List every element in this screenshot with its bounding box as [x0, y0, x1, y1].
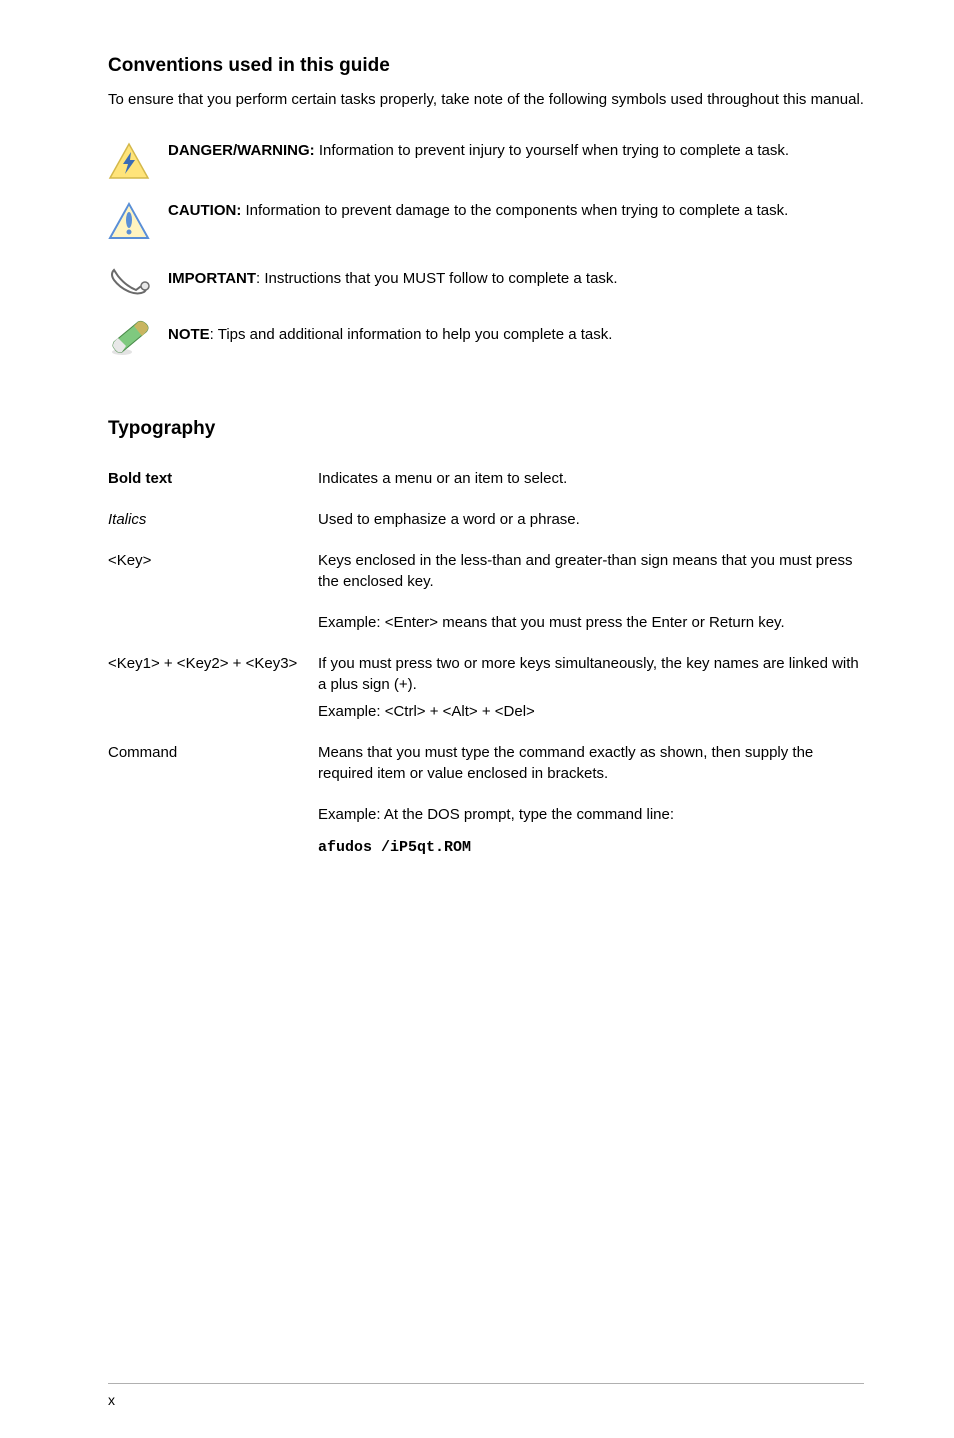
typo-multikey-spacer: [108, 701, 318, 722]
note-icon: [108, 316, 168, 358]
typo-bold-left: Bold text: [108, 468, 318, 489]
page-number: x: [108, 1392, 864, 1408]
conventions-heading: Conventions used in this guide: [108, 55, 864, 77]
typo-command-right3: afudos /iP5qt.ROM: [318, 837, 864, 858]
important-body: : Instructions that you MUST follow to c…: [256, 270, 618, 287]
typo-row-command: Command Means that you must type the com…: [108, 742, 864, 784]
typo-row-command-ex1: Example: At the DOS prompt, type the com…: [108, 804, 864, 825]
typo-italic-right: Used to emphasize a word or a phrase.: [318, 509, 864, 530]
typo-multikey-right1: If you must press two or more keys simul…: [318, 653, 864, 695]
typo-command-spacer2: [108, 837, 318, 858]
typo-row-multikey-ex: Example: <Ctrl> + <Alt> + <Del>: [108, 701, 864, 722]
typo-key-right2: Example: <Enter> means that you must pre…: [318, 612, 864, 633]
typo-multikey-right2: Example: <Ctrl> + <Alt> + <Del>: [318, 701, 864, 722]
note-label: NOTE: [168, 326, 210, 343]
notice-important: IMPORTANT: Instructions that you MUST fo…: [108, 260, 864, 298]
typo-command-left: Command: [108, 742, 318, 784]
typo-command-right1: Means that you must type the command exa…: [318, 742, 864, 784]
typo-row-command-ex2: afudos /iP5qt.ROM: [108, 837, 864, 858]
caution-text: CAUTION: Information to prevent damage t…: [168, 200, 864, 221]
typo-row-bold: Bold text Indicates a menu or an item to…: [108, 468, 864, 489]
typo-row-italic: Italics Used to emphasize a word or a ph…: [108, 509, 864, 530]
danger-label: DANGER/WARNING:: [168, 142, 315, 159]
typo-command-right2: Example: At the DOS prompt, type the com…: [318, 804, 864, 825]
typography-table: Bold text Indicates a menu or an item to…: [108, 468, 864, 858]
typo-command-spacer1: [108, 804, 318, 825]
typography-heading: Typography: [108, 418, 864, 440]
typo-row-key-ex: Example: <Enter> means that you must pre…: [108, 612, 864, 633]
important-icon: [108, 260, 168, 298]
footer-divider: [108, 1383, 864, 1384]
conventions-intro: To ensure that you perform certain tasks…: [108, 89, 864, 110]
danger-text: DANGER/WARNING: Information to prevent i…: [168, 140, 864, 161]
typo-row-key: <Key> Keys enclosed in the less-than and…: [108, 550, 864, 592]
caution-icon: [108, 200, 168, 242]
caution-label: CAUTION:: [168, 202, 241, 219]
important-text: IMPORTANT: Instructions that you MUST fo…: [168, 260, 864, 289]
typo-key-left: <Key>: [108, 550, 318, 592]
typo-italic-left: Italics: [108, 509, 318, 530]
notice-caution: CAUTION: Information to prevent damage t…: [108, 200, 864, 242]
caution-body: Information to prevent damage to the com…: [241, 202, 788, 219]
danger-body: Information to prevent injury to yoursel…: [315, 142, 789, 159]
note-text: NOTE: Tips and additional information to…: [168, 316, 864, 345]
page-footer: x: [0, 1383, 954, 1408]
typo-multikey-left: <Key1> + <Key2> + <Key3>: [108, 653, 318, 695]
typo-key-right1: Keys enclosed in the less-than and great…: [318, 550, 864, 592]
important-label: IMPORTANT: [168, 270, 256, 287]
typo-key-spacer: [108, 612, 318, 633]
danger-icon: [108, 140, 168, 182]
notice-note: NOTE: Tips and additional information to…: [108, 316, 864, 358]
typo-row-multikey: <Key1> + <Key2> + <Key3> If you must pre…: [108, 653, 864, 695]
note-body: : Tips and additional information to hel…: [210, 326, 613, 343]
notice-danger: DANGER/WARNING: Information to prevent i…: [108, 140, 864, 182]
typo-bold-right: Indicates a menu or an item to select.: [318, 468, 864, 489]
